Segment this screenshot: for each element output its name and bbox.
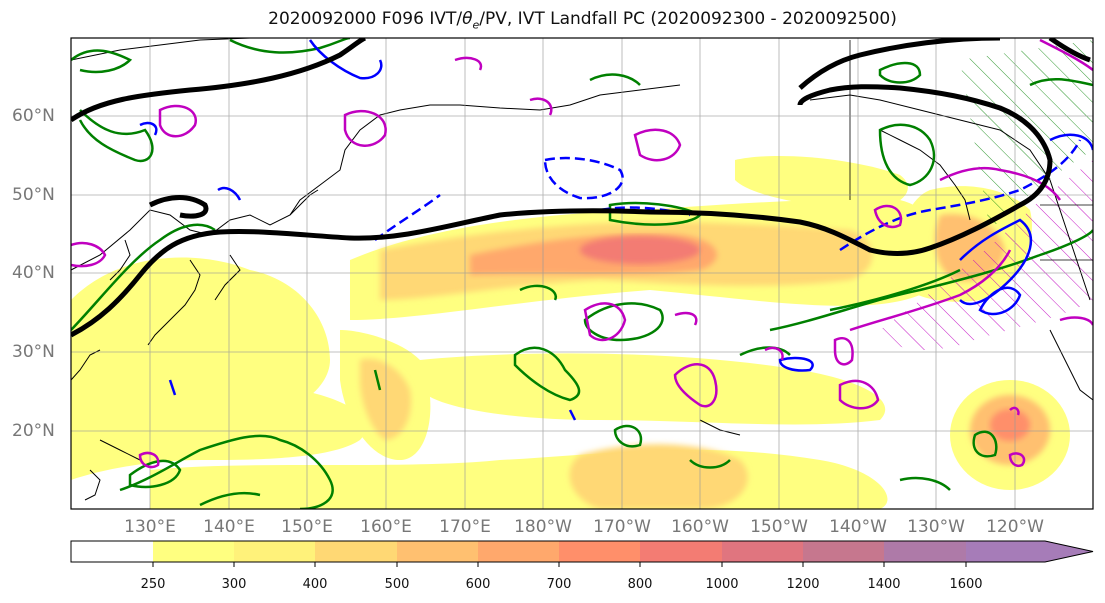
lon-label-140w: 140°W (829, 517, 887, 537)
colorbar-bin-10 (884, 541, 966, 562)
lon-label-130e: 130°E (124, 517, 176, 537)
lat-label-30n: 30°N (12, 342, 55, 362)
colorbar-bin-8 (722, 541, 803, 562)
colorbar-bin-6 (559, 541, 640, 562)
lon-label-150w: 150°W (750, 517, 808, 537)
colorbar-label-800: 800 (627, 577, 653, 592)
lon-label-160w: 160°W (671, 517, 729, 537)
lat-label-20n: 20°N (12, 421, 55, 441)
colorbar-bin-7 (640, 541, 722, 562)
colorbar-extend-arrow (966, 541, 1093, 562)
colorbar-label-1600: 1600 (949, 577, 983, 592)
lat-label-50n: 50°N (12, 185, 55, 205)
colorbar-bin-3 (315, 541, 397, 562)
pc-contours-magenta (71, 38, 1093, 469)
theta-e-contours (71, 38, 1091, 338)
colorbar-bin-1 (153, 541, 234, 562)
colorbar-bin-2 (234, 541, 315, 562)
map-plot-area (71, 38, 1093, 509)
ivt-shading (71, 155, 1070, 509)
colorbar-label-1400: 1400 (867, 577, 901, 592)
colorbar-label-700: 700 (546, 577, 572, 592)
map-frame (70, 37, 1094, 510)
lon-label-180w: 180°W (514, 517, 572, 537)
colorbar-bin-4 (397, 541, 478, 562)
pv-contours-blue (139, 39, 1093, 421)
colorbar-label-300: 300 (221, 577, 247, 592)
colorbar-bin-0 (71, 541, 153, 562)
colorbar-bin-9 (803, 541, 884, 562)
colorbar-label-250: 250 (140, 577, 166, 592)
colorbar-bin-5 (478, 541, 559, 562)
colorbar (70, 540, 1094, 567)
lon-label-130w: 130°W (907, 517, 965, 537)
pv-contours-green (71, 38, 1093, 509)
lat-label-40n: 40°N (12, 263, 55, 283)
colorbar-label-600: 600 (465, 577, 491, 592)
lon-label-170w: 170°W (593, 517, 651, 537)
lon-label-140e: 140°E (203, 517, 255, 537)
colorbar-label-500: 500 (384, 577, 410, 592)
lat-label-60n: 60°N (12, 106, 55, 126)
map-title: 2020092000 F096 IVT/θe/PV, IVT Landfall … (268, 9, 897, 32)
colorbar-label-1000: 1000 (705, 577, 739, 592)
lon-label-160e: 160°E (360, 517, 412, 537)
colorbar-label-400: 400 (302, 577, 328, 592)
lon-label-120w: 120°W (986, 517, 1044, 537)
coastlines (71, 38, 1093, 501)
lon-label-150e: 150°E (281, 517, 333, 537)
gridlines (71, 38, 1093, 509)
lon-label-170e: 170°E (439, 517, 491, 537)
colorbar-label-1200: 1200 (786, 577, 820, 592)
